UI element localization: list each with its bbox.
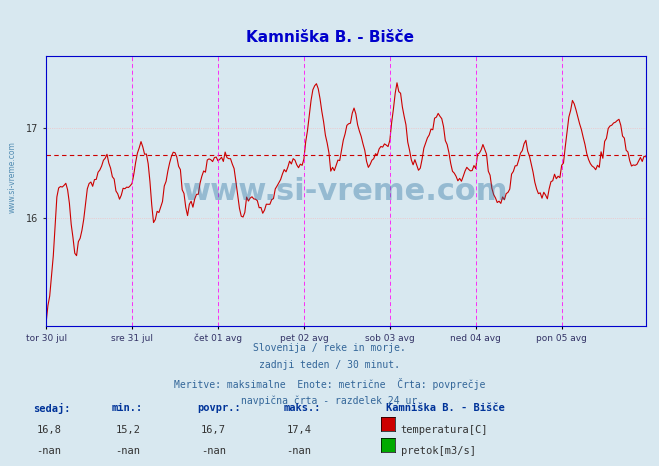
Text: 16,8: 16,8 [36, 425, 61, 435]
Text: -nan: -nan [36, 446, 61, 456]
Text: povpr.:: povpr.: [198, 403, 241, 413]
Text: -nan: -nan [115, 446, 140, 456]
Text: Kamniška B. - Bišče: Kamniška B. - Bišče [386, 403, 504, 413]
Text: 16,7: 16,7 [201, 425, 226, 435]
Text: www.si-vreme.com: www.si-vreme.com [8, 141, 17, 213]
Text: Meritve: maksimalne  Enote: metrične  Črta: povprečje: Meritve: maksimalne Enote: metrične Črta… [174, 378, 485, 390]
Text: pretok[m3/s]: pretok[m3/s] [401, 446, 476, 456]
Text: www.si-vreme.com: www.si-vreme.com [183, 177, 509, 206]
Text: 15,2: 15,2 [115, 425, 140, 435]
Text: sedaj:: sedaj: [33, 403, 71, 414]
Text: temperatura[C]: temperatura[C] [401, 425, 488, 435]
Text: navpična črta - razdelek 24 ur: navpična črta - razdelek 24 ur [241, 396, 418, 406]
Text: 17,4: 17,4 [287, 425, 312, 435]
Text: zadnji teden / 30 minut.: zadnji teden / 30 minut. [259, 360, 400, 370]
Text: min.:: min.: [112, 403, 143, 413]
Text: Slovenija / reke in morje.: Slovenija / reke in morje. [253, 343, 406, 352]
Text: Kamniška B. - Bišče: Kamniška B. - Bišče [246, 30, 413, 45]
Text: maks.:: maks.: [283, 403, 321, 413]
Text: -nan: -nan [201, 446, 226, 456]
Text: -nan: -nan [287, 446, 312, 456]
